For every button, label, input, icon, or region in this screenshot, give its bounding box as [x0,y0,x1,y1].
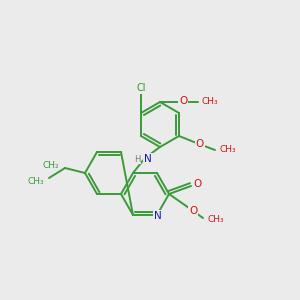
Text: O: O [189,206,197,216]
Text: N: N [154,211,162,221]
Text: O: O [193,179,201,189]
Text: Cl: Cl [136,83,146,93]
Text: H: H [134,154,140,164]
Text: CH₃: CH₃ [202,98,219,106]
Text: O: O [179,96,187,106]
Text: CH₃: CH₃ [207,215,224,224]
Text: N: N [144,154,152,164]
Text: CH₂: CH₂ [42,160,59,169]
Text: CH₃: CH₃ [27,176,44,185]
Text: CH₃: CH₃ [219,146,236,154]
Text: O: O [196,139,204,149]
